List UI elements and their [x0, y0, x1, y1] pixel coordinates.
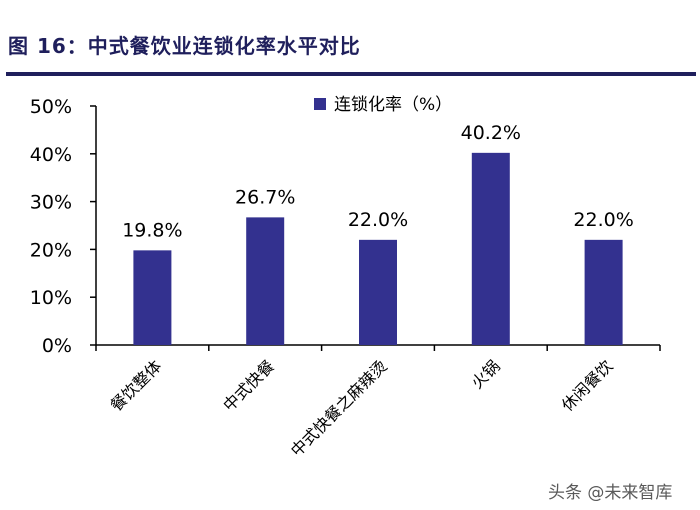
- y-tick-label: 0%: [42, 335, 72, 357]
- y-tick-label: 40%: [30, 144, 72, 166]
- y-tick-label: 10%: [30, 287, 72, 309]
- data-label: 19.8%: [122, 219, 182, 241]
- data-label: 22.0%: [573, 209, 633, 231]
- x-category-label: 火锅: [468, 356, 504, 392]
- watermark: 头条 @未来智库: [548, 483, 673, 503]
- bar: [246, 217, 285, 345]
- x-category-label: 中式快餐: [219, 356, 278, 415]
- bar: [359, 239, 397, 345]
- bar: [471, 152, 510, 345]
- y-tick-label: 50%: [30, 96, 72, 118]
- x-category-label: 餐饮整体: [107, 356, 166, 415]
- y-tick-label: 20%: [30, 239, 72, 261]
- x-category-label: 休闲餐饮: [558, 356, 617, 415]
- data-label: 22.0%: [348, 209, 408, 231]
- legend-swatch: [314, 98, 326, 110]
- data-label: 40.2%: [461, 122, 521, 144]
- bar: [133, 250, 172, 345]
- chart-title: 图 16：中式餐饮业连锁化率水平对比: [8, 34, 361, 58]
- bar: [584, 239, 623, 345]
- y-tick-label: 30%: [30, 192, 72, 214]
- legend-label: 连锁化率（%）: [334, 95, 452, 115]
- title-rule: [6, 72, 696, 76]
- data-label: 26.7%: [235, 186, 295, 208]
- x-category-label: 中式快餐之麻辣烫: [287, 356, 391, 460]
